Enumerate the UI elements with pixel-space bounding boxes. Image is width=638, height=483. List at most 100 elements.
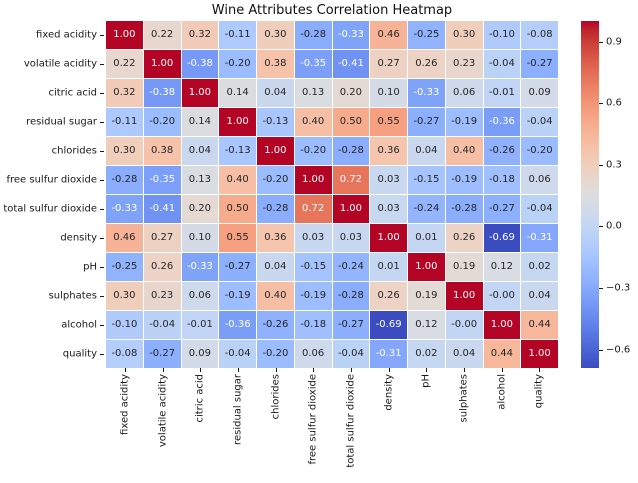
heatmap-cell: 0.55 <box>370 108 407 136</box>
x-axis-tick <box>463 368 465 372</box>
y-axis-tick <box>100 180 104 182</box>
heatmap-cell: -0.00 <box>445 311 483 339</box>
heatmap-cell: 0.10 <box>370 79 407 107</box>
heatmap-cell: -0.15 <box>294 253 332 281</box>
heatmap-cell: -0.33 <box>332 21 370 49</box>
x-axis-tick <box>124 368 126 372</box>
heatmap-cell: 0.09 <box>521 79 558 107</box>
heatmap-cell: 0.06 <box>181 282 219 310</box>
heatmap-cell: 0.04 <box>445 340 483 368</box>
heatmap-cell: 0.03 <box>332 224 370 252</box>
heatmap-cell: -0.28 <box>445 195 483 223</box>
heatmap-cell: 0.23 <box>143 282 181 310</box>
heatmap: 1.00 0.22 0.32 -0.11 0.30 -0.28 -0.33 0.46 -0.25… <box>106 21 558 368</box>
heatmap-cell: 0.26 <box>143 253 181 281</box>
heatmap-cell: 0.09 <box>181 340 219 368</box>
heatmap-cell: -0.18 <box>483 166 521 194</box>
row-label: free sulfur dioxide <box>6 174 97 186</box>
heatmap-cell: 0.06 <box>294 340 332 368</box>
heatmap-cell: 0.44 <box>521 311 558 339</box>
heatmap-cell: 0.02 <box>408 340 445 368</box>
heatmap-cell: 1.00 <box>483 311 521 339</box>
x-axis-tick <box>501 368 503 372</box>
colorbar-tick <box>599 41 603 43</box>
row-label: fixed acidity <box>36 29 97 41</box>
colorbar-tick <box>599 287 603 289</box>
heatmap-cell: -0.00 <box>483 282 521 310</box>
row-label: total sulfur dioxide <box>3 203 97 215</box>
heatmap-cell: 0.13 <box>294 79 332 107</box>
heatmap-cell: -0.28 <box>106 166 143 194</box>
heatmap-cell: -0.19 <box>219 282 256 310</box>
row-label: citric acid <box>48 87 97 99</box>
heatmap-cell: 0.20 <box>181 195 219 223</box>
heatmap-cell: 0.46 <box>370 21 407 49</box>
heatmap-cell: -0.26 <box>257 311 294 339</box>
y-axis-tick <box>100 237 104 239</box>
y-axis-tick <box>100 93 104 95</box>
heatmap-cell: 1.00 <box>294 166 332 194</box>
y-axis-tick <box>100 266 104 268</box>
heatmap-cell: 0.40 <box>294 108 332 136</box>
col-label: pH <box>420 374 432 388</box>
heatmap-cell: -0.15 <box>408 166 445 194</box>
row-label: pH <box>83 261 97 273</box>
heatmap-cell: -0.35 <box>294 50 332 78</box>
heatmap-cell: 0.36 <box>370 137 407 165</box>
heatmap-cell: 0.12 <box>408 311 445 339</box>
heatmap-cell: 0.27 <box>370 50 407 78</box>
heatmap-cell: 0.38 <box>257 50 294 78</box>
heatmap-cell: 1.00 <box>445 282 483 310</box>
colorbar-tick-label: 0.0 <box>606 220 622 232</box>
x-axis-tick <box>162 368 164 372</box>
y-axis-tick <box>100 208 104 210</box>
heatmap-cell: 0.19 <box>408 282 445 310</box>
heatmap-cell: -0.24 <box>408 195 445 223</box>
heatmap-cell: -0.27 <box>483 195 521 223</box>
heatmap-cell: 1.00 <box>408 253 445 281</box>
heatmap-cell: 0.14 <box>219 79 256 107</box>
heatmap-cell: 0.40 <box>445 137 483 165</box>
heatmap-cell: -0.28 <box>332 137 370 165</box>
heatmap-cell: -0.04 <box>521 108 558 136</box>
heatmap-cell: -0.20 <box>257 166 294 194</box>
heatmap-cell: 0.26 <box>370 282 407 310</box>
heatmap-cell: 0.32 <box>181 21 219 49</box>
heatmap-cell: 0.30 <box>106 282 143 310</box>
heatmap-cell: 0.26 <box>445 224 483 252</box>
colorbar-tick <box>599 226 603 228</box>
heatmap-cell: -0.36 <box>219 311 256 339</box>
heatmap-cell: 1.00 <box>332 195 370 223</box>
heatmap-cell: -0.31 <box>521 224 558 252</box>
x-axis-tick <box>426 368 428 372</box>
x-axis-tick <box>313 368 315 372</box>
heatmap-cell: 1.00 <box>143 50 181 78</box>
heatmap-cell: -0.41 <box>332 50 370 78</box>
heatmap-cell: -0.11 <box>106 108 143 136</box>
row-label: quality <box>62 348 97 360</box>
heatmap-cell: -0.31 <box>370 340 407 368</box>
col-label: fixed acidity <box>119 374 131 435</box>
heatmap-cell: 0.23 <box>445 50 483 78</box>
row-label: density <box>60 232 97 244</box>
heatmap-cell: 0.12 <box>483 253 521 281</box>
heatmap-cell: 1.00 <box>181 79 219 107</box>
heatmap-cell: 0.04 <box>521 282 558 310</box>
heatmap-cell: -0.20 <box>143 108 181 136</box>
col-label: citric acid <box>194 374 206 423</box>
x-axis-tick <box>539 368 541 372</box>
heatmap-cell: -0.11 <box>219 21 256 49</box>
x-axis-tick <box>275 368 277 372</box>
heatmap-cell: -0.18 <box>294 311 332 339</box>
heatmap-cell: -0.27 <box>521 50 558 78</box>
heatmap-cell: -0.04 <box>219 340 256 368</box>
heatmap-cell: 0.55 <box>219 224 256 252</box>
heatmap-cell: 0.06 <box>445 79 483 107</box>
y-axis-tick <box>100 122 104 124</box>
heatmap-cell: -0.13 <box>219 137 256 165</box>
colorbar-tick <box>599 164 603 166</box>
heatmap-cell: -0.69 <box>483 224 521 252</box>
y-axis-tick <box>100 151 104 153</box>
heatmap-cell: -0.27 <box>143 340 181 368</box>
